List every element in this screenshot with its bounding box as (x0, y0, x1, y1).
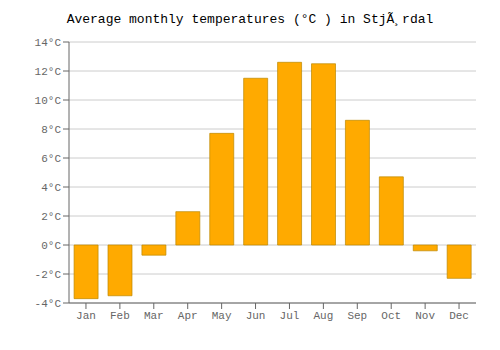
svg-text:-2°C: -2°C (35, 269, 62, 281)
svg-text:Feb: Feb (110, 310, 130, 322)
svg-text:6°C: 6°C (41, 153, 61, 165)
svg-text:2°C: 2°C (41, 211, 61, 223)
svg-text:May: May (212, 310, 232, 322)
svg-text:Apr: Apr (178, 310, 198, 322)
svg-text:Mar: Mar (144, 310, 164, 322)
svg-text:Sep: Sep (347, 310, 367, 322)
svg-text:8°C: 8°C (41, 124, 61, 136)
svg-text:4°C: 4°C (41, 182, 61, 194)
svg-text:0°C: 0°C (41, 240, 61, 252)
svg-text:Jul: Jul (280, 310, 300, 322)
svg-text:10°C: 10°C (35, 95, 62, 107)
svg-text:14°C: 14°C (35, 37, 62, 49)
svg-text:-4°C: -4°C (35, 298, 62, 310)
svg-text:Jan: Jan (76, 310, 96, 322)
svg-text:Jun: Jun (246, 310, 266, 322)
html-text:Average monthly temperatures (: Average monthly temperatures (°C ) in St… (66, 12, 434, 27)
svg-text:Aug: Aug (313, 310, 333, 322)
svg-text:12°C: 12°C (35, 66, 62, 78)
svg-text:Nov: Nov (415, 310, 435, 322)
svg-text:Oct: Oct (381, 310, 401, 322)
svg-text:Dec: Dec (449, 310, 469, 322)
